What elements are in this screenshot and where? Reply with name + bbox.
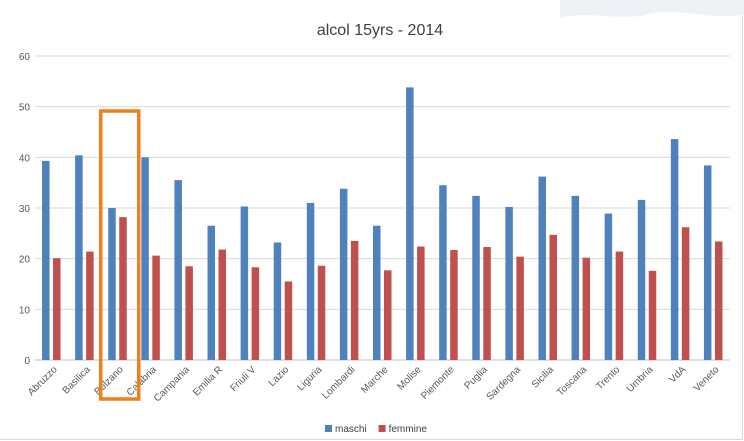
bar-femmine [417,246,425,360]
x-tick-label: Emilia R [191,364,225,398]
bar-maschi [637,199,646,360]
bar-femmine [218,249,227,360]
y-tick-label: 20 [19,255,31,266]
bar-femmine [185,266,193,360]
x-tick-label: Piemonte [419,364,457,402]
bar-maschi [339,188,348,360]
bar-maschi [571,195,580,360]
bar-maschi [42,160,50,360]
y-tick-label: 30 [19,204,31,215]
x-tick-label: Veneto [692,364,722,394]
x-tick-label: Friuli V [228,364,258,394]
x-tick-label: Toscana [555,364,589,398]
bar-maschi [670,139,679,360]
bar-femmine [582,257,591,360]
x-tick-label: VdA [667,364,688,385]
bar-femmine [152,255,160,360]
bar-femmine [516,256,524,360]
bar-maschi [538,176,546,360]
bar-maschi [141,157,149,360]
x-tick-label: Puglia [462,364,490,392]
chart-title: alcol 15yrs - 2014 [317,22,443,39]
bar-maschi [240,206,249,360]
bar-maschi [207,225,216,360]
bar-femmine [450,250,458,360]
bar-femmine [251,267,260,360]
x-tick-label: Lazio [267,364,292,389]
background-watermark [560,0,744,18]
bar-maschi [306,202,315,360]
bar-femmine [284,281,293,360]
y-tick-label: 60 [19,52,31,63]
bar-femmine [714,241,723,360]
bar-femmine [350,240,359,360]
y-tick-label: 50 [19,103,31,114]
x-tick-label: Sicilia [530,364,557,391]
legend: maschi femmine [325,424,427,435]
bar-maschi [75,155,83,360]
bar-maschi [108,208,116,360]
highlight-box [98,109,141,401]
bar-femmine [86,251,94,360]
x-tick-label: Liguria [295,364,324,393]
x-tick-label: Bolzano [93,364,127,398]
x-tick-label: Campania [152,364,192,404]
bar-maschi [373,225,381,360]
bar-femmine [317,265,326,360]
x-tick-label: Umbria [625,364,656,395]
legend-label: maschi [335,424,367,435]
bar-femmine [681,227,690,360]
bar-femmine [384,270,392,360]
gridlines [35,55,730,361]
bar-femmine [119,217,127,360]
bar-maschi [505,206,513,360]
bar-femmine [648,270,657,360]
bar-femmine [549,234,557,360]
x-tick-label: Marche [359,364,391,396]
bar-femmine [483,247,491,360]
bars [42,87,723,360]
legend-label: femmine [389,424,428,435]
bar-maschi [604,213,613,360]
x-tick-label: Lombardi [320,364,357,401]
bar-maschi [273,242,282,360]
bar-maschi [406,87,414,360]
bar-femmine [53,258,61,360]
bar-maschi [174,180,182,360]
legend-swatch-femmine [378,425,386,432]
x-tick-label: Molise [395,364,424,393]
bar-femmine [615,251,624,360]
bar-maschi [439,185,447,360]
y-tick-label: 40 [19,153,31,164]
legend-swatch-maschi [325,425,332,432]
y-tick-label: 0 [24,356,30,367]
x-tick-label: Abruzzo [26,364,60,398]
bar-maschi [472,195,480,360]
x-tick-label: Basilica [61,364,93,396]
y-axis-ticks: 0 10 20 30 40 50 60 [19,52,31,367]
x-tick-label: Trento [594,364,622,392]
x-tick-label: Sardegna [485,364,524,403]
bar-maschi [703,165,712,360]
y-tick-label: 10 [19,305,31,316]
